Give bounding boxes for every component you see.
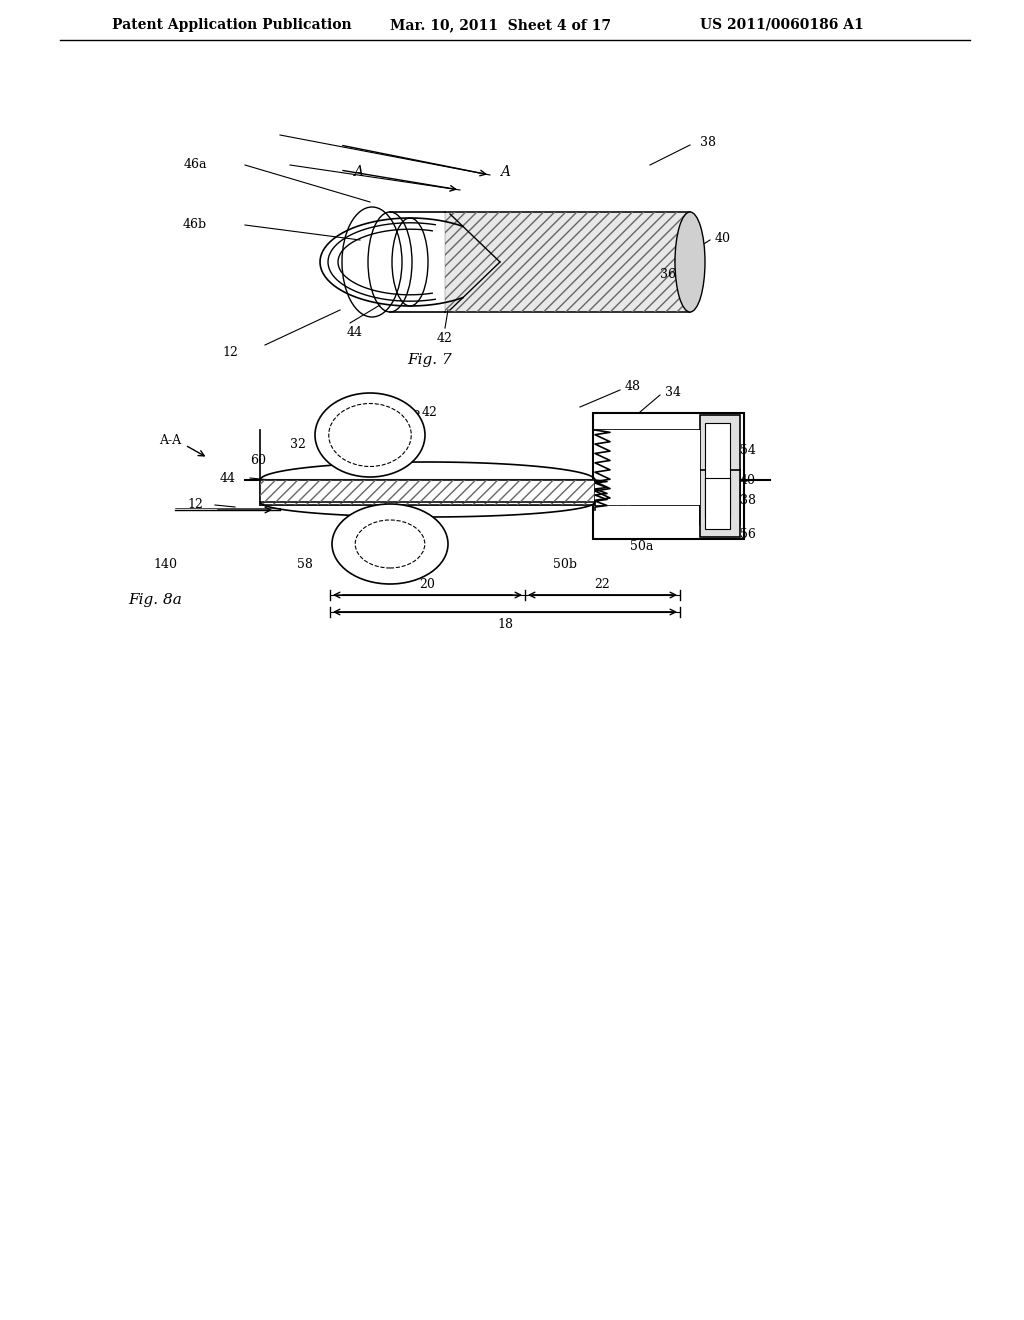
Text: 50a: 50a (630, 540, 653, 553)
Text: 34: 34 (665, 385, 681, 399)
Text: A: A (353, 165, 362, 180)
Text: 40: 40 (740, 474, 756, 487)
Text: 44: 44 (347, 326, 362, 338)
Text: 50b: 50b (553, 558, 577, 572)
Text: 46a: 46a (183, 158, 207, 172)
Text: 46b: 46b (183, 219, 207, 231)
FancyBboxPatch shape (260, 480, 595, 502)
Text: 36: 36 (660, 268, 676, 281)
Text: 22: 22 (595, 578, 610, 591)
Ellipse shape (675, 213, 705, 312)
Text: 58: 58 (297, 558, 313, 572)
Text: Patent Application Publication: Patent Application Publication (112, 18, 351, 32)
FancyBboxPatch shape (445, 213, 690, 312)
Text: 40: 40 (715, 231, 731, 244)
Text: Fig. 7: Fig. 7 (408, 352, 453, 367)
Ellipse shape (315, 393, 425, 477)
Text: 42: 42 (437, 331, 453, 345)
Text: A: A (500, 165, 510, 180)
Text: Fig. 8a: Fig. 8a (128, 593, 182, 607)
Text: 38: 38 (740, 494, 756, 507)
Text: 18: 18 (497, 618, 513, 631)
Text: 52: 52 (680, 451, 695, 465)
Text: Mar. 10, 2011  Sheet 4 of 17: Mar. 10, 2011 Sheet 4 of 17 (390, 18, 611, 32)
FancyBboxPatch shape (705, 422, 730, 517)
FancyBboxPatch shape (260, 480, 595, 506)
FancyBboxPatch shape (260, 482, 630, 506)
Text: 48: 48 (625, 380, 641, 393)
Text: 12: 12 (187, 499, 203, 511)
Text: A-A: A-A (159, 433, 181, 446)
Text: 60: 60 (250, 454, 266, 466)
Text: 12: 12 (222, 346, 238, 359)
FancyBboxPatch shape (705, 478, 730, 529)
Text: 44: 44 (220, 471, 236, 484)
Ellipse shape (332, 504, 449, 583)
Text: 20: 20 (420, 578, 435, 591)
Text: 38: 38 (700, 136, 716, 149)
Text: 54: 54 (740, 444, 756, 457)
Text: 56: 56 (740, 528, 756, 541)
Text: 140: 140 (153, 558, 177, 572)
FancyBboxPatch shape (700, 414, 740, 525)
Text: 42: 42 (422, 405, 438, 418)
FancyBboxPatch shape (700, 470, 740, 537)
Text: 32: 32 (406, 411, 421, 424)
Text: 32: 32 (290, 438, 306, 451)
Text: US 2011/0060186 A1: US 2011/0060186 A1 (700, 18, 864, 32)
